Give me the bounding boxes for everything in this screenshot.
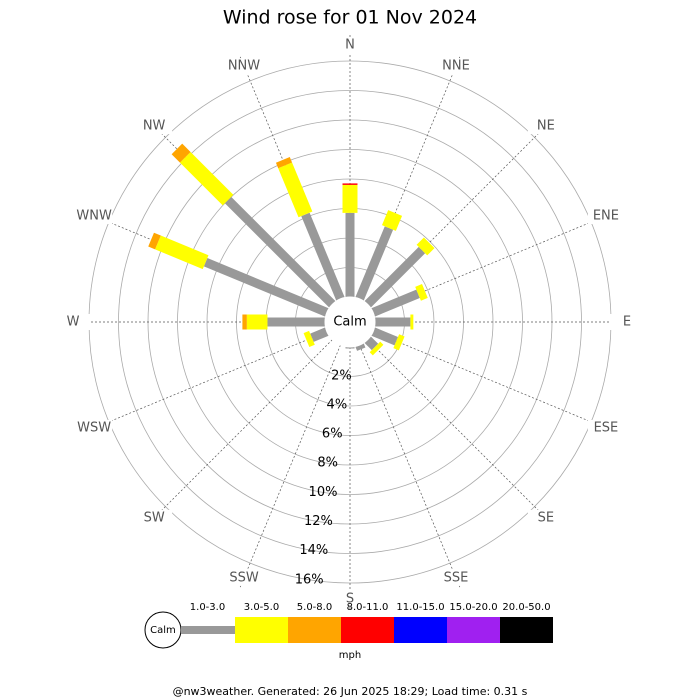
direction-label: WNW	[76, 208, 112, 223]
label-bg	[332, 37, 368, 53]
direction-spoke	[359, 344, 461, 590]
wind-bar	[416, 237, 435, 256]
wind-bar	[381, 210, 403, 231]
label-bg	[136, 118, 173, 135]
wind-bar	[203, 258, 329, 317]
legend-swatch	[341, 617, 394, 643]
ring-label: 8%	[317, 456, 338, 471]
legend-label: 11.0-15.0	[396, 602, 444, 613]
legend-label: 15.0-20.0	[449, 602, 497, 613]
wind-bar	[148, 232, 161, 250]
grid-ring	[118, 90, 582, 554]
wind-bar	[415, 284, 428, 301]
legend-swatch	[235, 617, 288, 643]
direction-label: E	[623, 315, 631, 330]
legend-label: 5.0-8.0	[297, 602, 332, 613]
direction-label: ESE	[594, 421, 619, 436]
wind-bar	[371, 289, 420, 317]
wind-bar	[364, 246, 426, 308]
label-bg	[76, 420, 113, 437]
chart-title: Wind rose for 01 Nov 2024	[223, 7, 477, 29]
wind-bar	[155, 235, 209, 270]
label-bg	[136, 509, 173, 526]
direction-label: W	[67, 315, 80, 330]
wind-bar	[275, 157, 293, 169]
ring-label: 2%	[331, 368, 352, 383]
wind-bar	[303, 330, 315, 347]
wind-bar	[301, 212, 345, 301]
ring-label: 6%	[322, 427, 343, 442]
direction-spoke	[145, 339, 333, 527]
label-bg	[438, 569, 475, 586]
label-bg	[587, 207, 624, 224]
label-bg	[332, 591, 368, 607]
wind-bar	[171, 143, 191, 163]
direction-spoke	[372, 331, 618, 433]
label-bg	[527, 509, 564, 526]
wind-bar	[278, 162, 313, 218]
legend-swatch	[500, 617, 553, 643]
direction-label: N	[345, 38, 355, 53]
calm-label: Calm	[333, 315, 366, 330]
label-bg	[527, 118, 564, 135]
wind-bar	[393, 334, 405, 351]
legend-label: 8.0-11.0	[347, 602, 389, 613]
wind-bar	[224, 196, 336, 308]
wind-bar	[364, 336, 379, 351]
wind-bar	[179, 151, 234, 206]
direction-spoke	[367, 339, 555, 527]
legend-label: 20.0-50.0	[502, 602, 550, 613]
legend-swatch	[447, 617, 500, 643]
ring-label: 16%	[295, 572, 324, 587]
legend-swatch	[394, 617, 447, 643]
label-bg	[438, 58, 475, 75]
direction-spoke	[82, 331, 328, 433]
wind-bar	[310, 327, 329, 342]
direction-label: S	[346, 592, 354, 607]
legend-label: 3.0-5.0	[244, 602, 279, 613]
unit-label: mph	[339, 650, 361, 661]
label-bg	[225, 569, 262, 586]
direction-spoke	[239, 344, 341, 590]
label-bg	[609, 314, 645, 330]
direction-label: SSE	[444, 570, 469, 585]
wind-bar	[371, 327, 398, 346]
ring-label: 14%	[299, 543, 328, 558]
direction-label: NNW	[228, 59, 260, 74]
calm-circle	[324, 296, 376, 348]
wind-bar	[355, 226, 394, 301]
legend-swatch	[181, 626, 235, 634]
label-bg	[76, 207, 113, 224]
legend-label: 1.0-3.0	[190, 602, 225, 613]
ring-label: 4%	[327, 397, 348, 412]
direction-label: SE	[538, 510, 554, 525]
grid-ring	[177, 149, 523, 495]
label-bg	[55, 314, 91, 330]
wind-bar	[369, 341, 384, 356]
direction-label: SSW	[229, 570, 259, 585]
direction-label: WSW	[77, 421, 111, 436]
direction-label: ENE	[593, 208, 619, 223]
direction-label: NW	[143, 119, 166, 134]
wind-bar	[355, 343, 366, 351]
legend-swatch	[288, 617, 341, 643]
direction-label: NE	[537, 119, 555, 134]
label-bg	[587, 420, 624, 437]
legend-calm-label: Calm	[150, 625, 176, 636]
label-bg	[225, 58, 262, 75]
direction-label: SW	[144, 510, 165, 525]
ring-label: 10%	[309, 485, 338, 500]
ring-label: 12%	[304, 514, 333, 529]
direction-label: NNE	[442, 59, 470, 74]
footer: @nw3weather. Generated: 26 Jun 2025 18:2…	[173, 685, 528, 698]
